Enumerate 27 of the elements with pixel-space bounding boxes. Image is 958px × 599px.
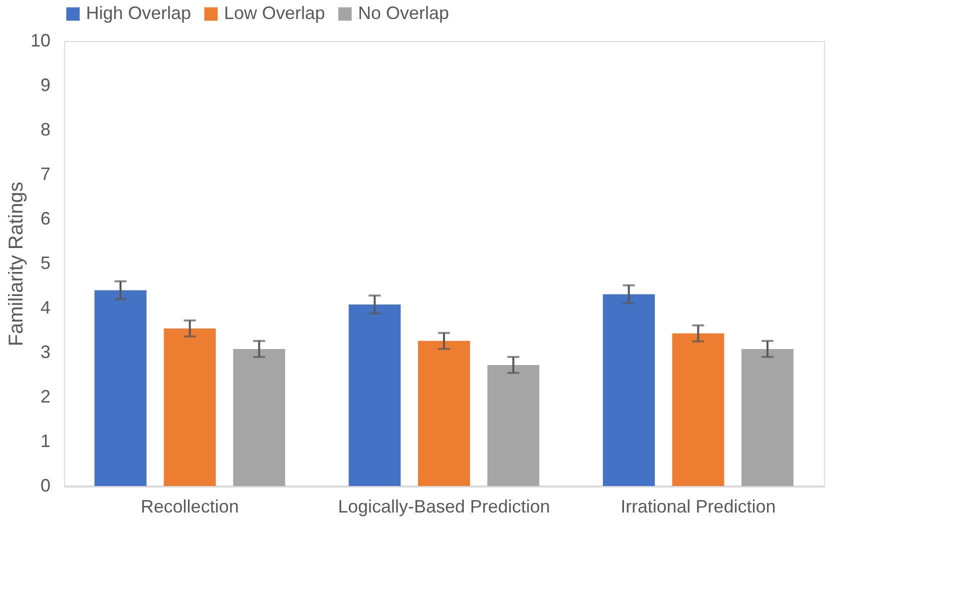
bar xyxy=(233,348,286,486)
legend-label: Low Overlap xyxy=(224,3,326,23)
legend-label: High Overlap xyxy=(86,3,192,23)
legend-label: No Overlap xyxy=(358,3,450,23)
y-tick-label: 3 xyxy=(40,342,50,362)
y-tick-label: 1 xyxy=(40,431,50,451)
y-tick-label: 2 xyxy=(40,386,50,406)
y-tick-label: 8 xyxy=(40,120,50,140)
x-tick-label: Irrational Prediction xyxy=(620,496,776,516)
bar xyxy=(418,340,470,486)
y-axis-title: Familiarity Ratings xyxy=(5,182,28,346)
x-tick-label: Logically-Based Prediction xyxy=(338,496,550,516)
bar xyxy=(602,294,655,486)
y-tick-label: 7 xyxy=(40,164,50,184)
y-tick-label: 4 xyxy=(40,298,50,318)
bar xyxy=(348,304,401,486)
bar xyxy=(672,333,724,486)
bar xyxy=(487,364,540,486)
bar xyxy=(94,290,146,486)
bar xyxy=(742,348,794,486)
y-tick-label: 0 xyxy=(40,476,50,496)
y-tick-label: 6 xyxy=(40,208,50,228)
y-tick-label: 9 xyxy=(40,75,50,95)
y-tick-label: 10 xyxy=(30,30,50,50)
bar xyxy=(164,328,216,486)
x-tick-label: Recollection xyxy=(140,496,239,516)
y-tick-label: 5 xyxy=(40,253,50,273)
